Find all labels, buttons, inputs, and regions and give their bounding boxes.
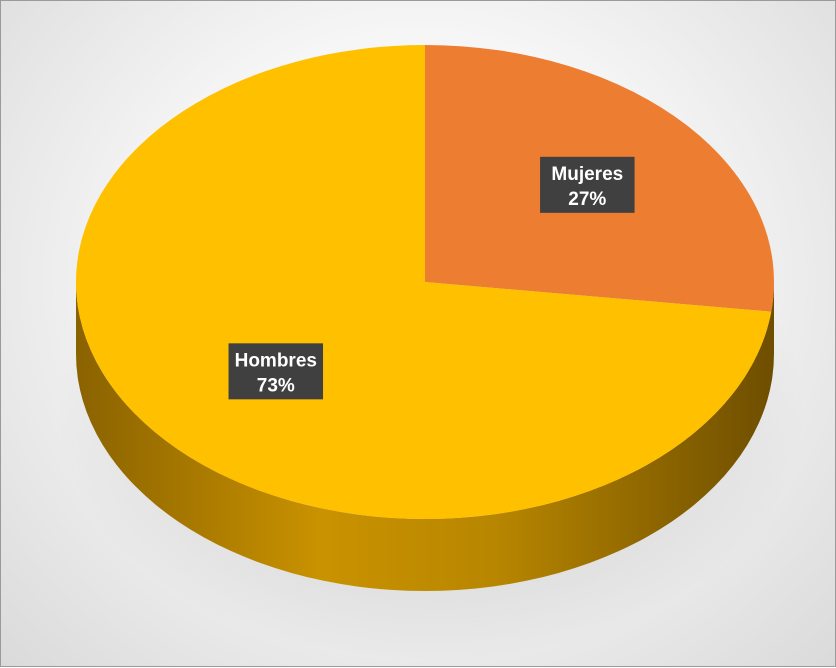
data-label-category: Hombres xyxy=(235,350,317,371)
pie-side-wall xyxy=(76,282,774,591)
data-label-percent: 27% xyxy=(568,189,606,210)
data-label-box xyxy=(540,156,635,213)
data-label-mujeres: Mujeres 27% xyxy=(540,156,635,213)
pie-slice-hombres xyxy=(76,45,772,520)
data-label-hombres: Hombres 73% xyxy=(228,343,324,400)
data-label-percent: 73% xyxy=(257,375,295,396)
data-label-box xyxy=(228,343,324,400)
data-label-category: Mujeres xyxy=(551,164,623,185)
